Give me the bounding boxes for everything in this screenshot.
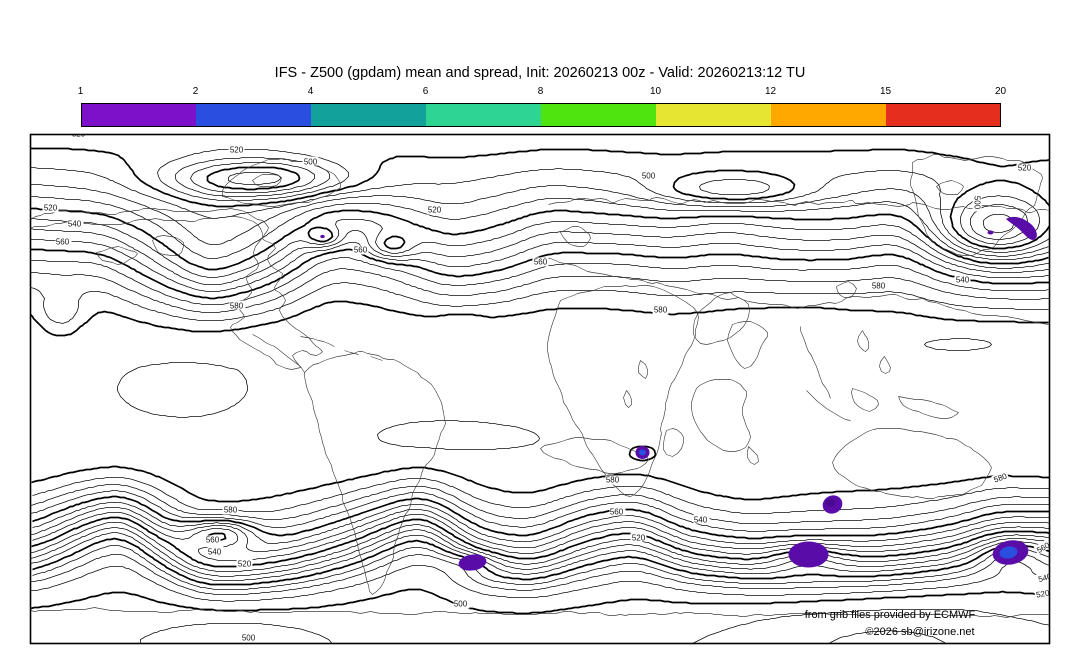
- svg-text:560: 560: [610, 508, 624, 517]
- svg-text:520: 520: [238, 560, 252, 569]
- svg-text:520: 520: [428, 206, 442, 215]
- svg-text:540: 540: [208, 548, 222, 557]
- svg-text:580: 580: [993, 471, 1009, 484]
- svg-text:520: 520: [1018, 164, 1032, 173]
- svg-text:540: 540: [956, 276, 970, 285]
- svg-text:580: 580: [224, 506, 238, 515]
- svg-text:520: 520: [230, 146, 244, 155]
- svg-text:500: 500: [454, 600, 468, 609]
- svg-text:500: 500: [242, 634, 256, 643]
- svg-text:500: 500: [973, 196, 982, 210]
- svg-text:520: 520: [44, 204, 58, 213]
- svg-text:560: 560: [206, 536, 220, 545]
- svg-text:560: 560: [354, 246, 368, 255]
- svg-text:580: 580: [872, 282, 886, 291]
- svg-text:520: 520: [1035, 588, 1050, 599]
- svg-text:540: 540: [68, 220, 82, 229]
- svg-text:540: 540: [1037, 572, 1053, 584]
- svg-text:580: 580: [654, 306, 668, 315]
- svg-text:580: 580: [230, 302, 244, 311]
- svg-text:520: 520: [72, 130, 86, 139]
- svg-text:500: 500: [304, 158, 318, 167]
- svg-text:580: 580: [606, 476, 620, 485]
- svg-text:560: 560: [56, 238, 70, 247]
- svg-text:520: 520: [632, 534, 646, 543]
- svg-text:540: 540: [694, 516, 708, 525]
- svg-text:560: 560: [534, 258, 548, 267]
- svg-text:500: 500: [642, 172, 656, 181]
